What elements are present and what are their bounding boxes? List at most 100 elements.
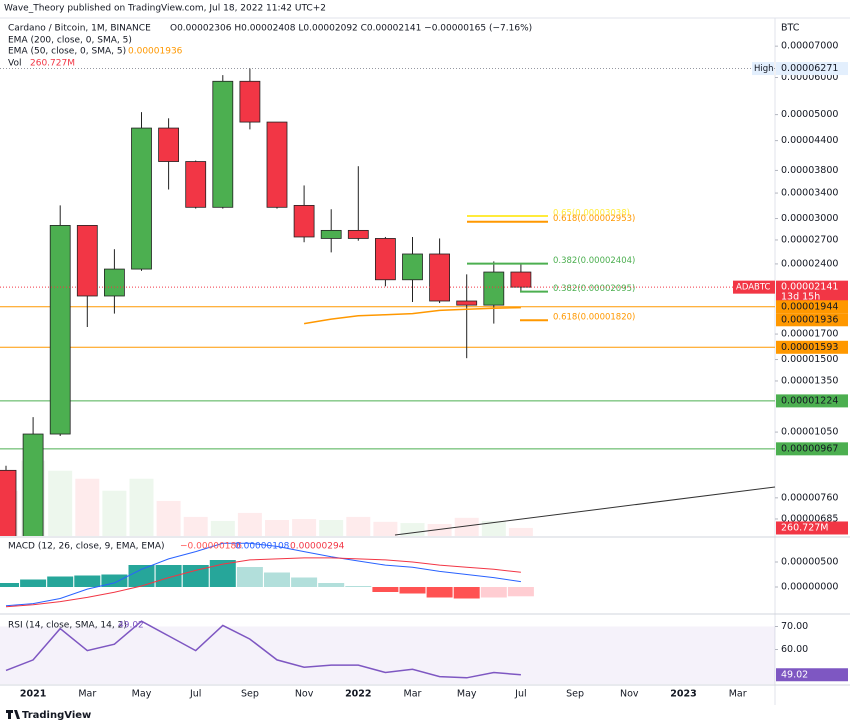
candle-body <box>347 229 369 239</box>
macd-value: 0.00000294 <box>290 542 345 552</box>
high-tag: 0.00006271 <box>781 63 838 74</box>
fib-label: 0.65(0.00003038) <box>553 208 630 218</box>
price-tag: 0.00000967 <box>781 443 838 454</box>
high-text: High <box>754 64 774 74</box>
macd-line <box>5 557 521 608</box>
x-tick-label: Nov <box>295 689 314 700</box>
volume-bar <box>75 478 100 536</box>
x-tick-label: Jul <box>514 689 526 700</box>
macd-histogram-bar <box>0 583 19 587</box>
candle-body <box>104 268 125 297</box>
y-tick-label: 0.00001500 <box>781 354 838 365</box>
price-tag: 0.00001224 <box>781 395 838 406</box>
ohlc-text: O0.00002306 H0.00002408 L0.00002092 C0.0… <box>170 24 532 34</box>
symbol-box <box>733 280 775 294</box>
fib-label: 0.382(0.00002095) <box>553 284 635 294</box>
y-tick-label: 0.00000500 <box>781 557 838 568</box>
macd-histogram-bar <box>128 565 155 587</box>
x-tick-label: Sep <box>566 689 584 700</box>
x-tick-label: Nov <box>620 689 639 700</box>
last-price-tag-bg <box>776 280 848 304</box>
rsi-title: RSI (14, close, SMA, 14, 2) <box>8 621 127 631</box>
volume-bar <box>400 523 425 536</box>
chart-title: Cardano / Bitcoin, 1M, BINANCE <box>8 24 151 34</box>
y-tick-label: 0.00003800 <box>781 165 838 176</box>
y-tick-label: 0.00002700 <box>781 234 838 245</box>
macd-histogram-bar <box>291 577 318 587</box>
macd-histogram-bar <box>155 565 182 587</box>
high-box <box>752 62 774 76</box>
ema-line <box>303 306 521 325</box>
rsi-tag: 49.02 <box>781 669 808 680</box>
volume-bar <box>319 519 344 536</box>
price-pane: 0.65(0.00003038)0.618(0.00002953) 0.382(0… <box>0 68 775 536</box>
y-tick-label: 0.00007000 <box>781 41 838 52</box>
price-tag-bg <box>776 394 848 408</box>
candle-body <box>131 127 152 270</box>
candle-body <box>76 225 98 297</box>
volume-bar <box>210 520 235 536</box>
candle-body <box>185 161 207 208</box>
axis-unit: BTC <box>781 23 800 34</box>
macd-histogram-bar <box>20 579 47 587</box>
candle-body <box>22 433 44 536</box>
publisher: Wave_Theory published on TradingView.com… <box>4 4 326 14</box>
macd-histogram-bar <box>236 567 263 587</box>
volume-bar <box>48 470 73 536</box>
candle-body <box>483 271 505 306</box>
price-tag-bg <box>776 340 848 354</box>
y-tick-label: 0.00001700 <box>781 329 838 340</box>
y-tick-label: 60.00 <box>781 644 808 655</box>
overlay: 0.00007000 0.00006000 0.00005000 0.00004400… <box>0 23 848 700</box>
fib-label: 0.618(0.00001820) <box>553 313 635 323</box>
logo-mark <box>6 710 20 719</box>
fib-label: 0.382(0.00002404) <box>553 256 635 266</box>
symbol-text: ADABTC <box>736 283 771 293</box>
candle-body <box>374 238 396 281</box>
volume-bar <box>265 519 289 536</box>
volume-value: 260.727M <box>30 59 75 69</box>
macd-histogram-bar <box>480 587 507 598</box>
volume-bar <box>454 517 479 536</box>
rsi-tag-bg <box>776 668 848 682</box>
macd-histogram-bar <box>182 565 209 587</box>
candle-body <box>0 469 17 536</box>
rsi-line <box>5 620 521 679</box>
volume-legend: Vol <box>8 59 21 69</box>
y-tick-label: 0.00001350 <box>781 375 838 386</box>
volume-tag-bg <box>776 521 848 535</box>
price-tag: 0.00001936 <box>781 314 838 325</box>
volume-tag: 260.727M <box>781 522 828 533</box>
candle-body <box>158 127 180 162</box>
macd-histogram-bar <box>399 587 426 594</box>
macd-histogram-bar <box>372 587 399 592</box>
ema50-value: 0.00001936 <box>128 47 183 57</box>
candle-body <box>429 253 451 302</box>
macd-title: MACD (12, 26, close, 9, EMA, EMA) <box>8 542 165 552</box>
y-tick-label: 0.00006000 <box>781 72 838 83</box>
candle-body <box>239 80 261 123</box>
candle-body <box>293 204 315 238</box>
price-tag-bg <box>776 300 848 314</box>
candle-body <box>402 253 423 281</box>
y-tick-label: 0.00000000 <box>781 582 838 593</box>
y-tick-label: 70.00 <box>781 621 808 632</box>
y-tick-label: 0.00000760 <box>781 492 838 503</box>
volume-bar <box>481 520 506 536</box>
candle-body <box>510 271 532 288</box>
volume-bar <box>102 490 127 536</box>
candle-body <box>456 300 478 306</box>
logo: TradingView <box>6 710 91 721</box>
ema200-legend: EMA (200, close, 0, SMA, 5) <box>8 36 132 46</box>
volume-bar <box>292 519 317 536</box>
macd-histogram-bar <box>345 586 372 587</box>
high-tag-bg <box>776 62 848 76</box>
y-tick-label: 0.00003400 <box>781 188 838 199</box>
candle-body <box>266 121 288 208</box>
volume-bar <box>373 521 398 536</box>
macd-histogram-bar <box>74 575 101 587</box>
candle-body <box>212 80 234 208</box>
macd-value: −0.00000186 <box>180 542 242 552</box>
